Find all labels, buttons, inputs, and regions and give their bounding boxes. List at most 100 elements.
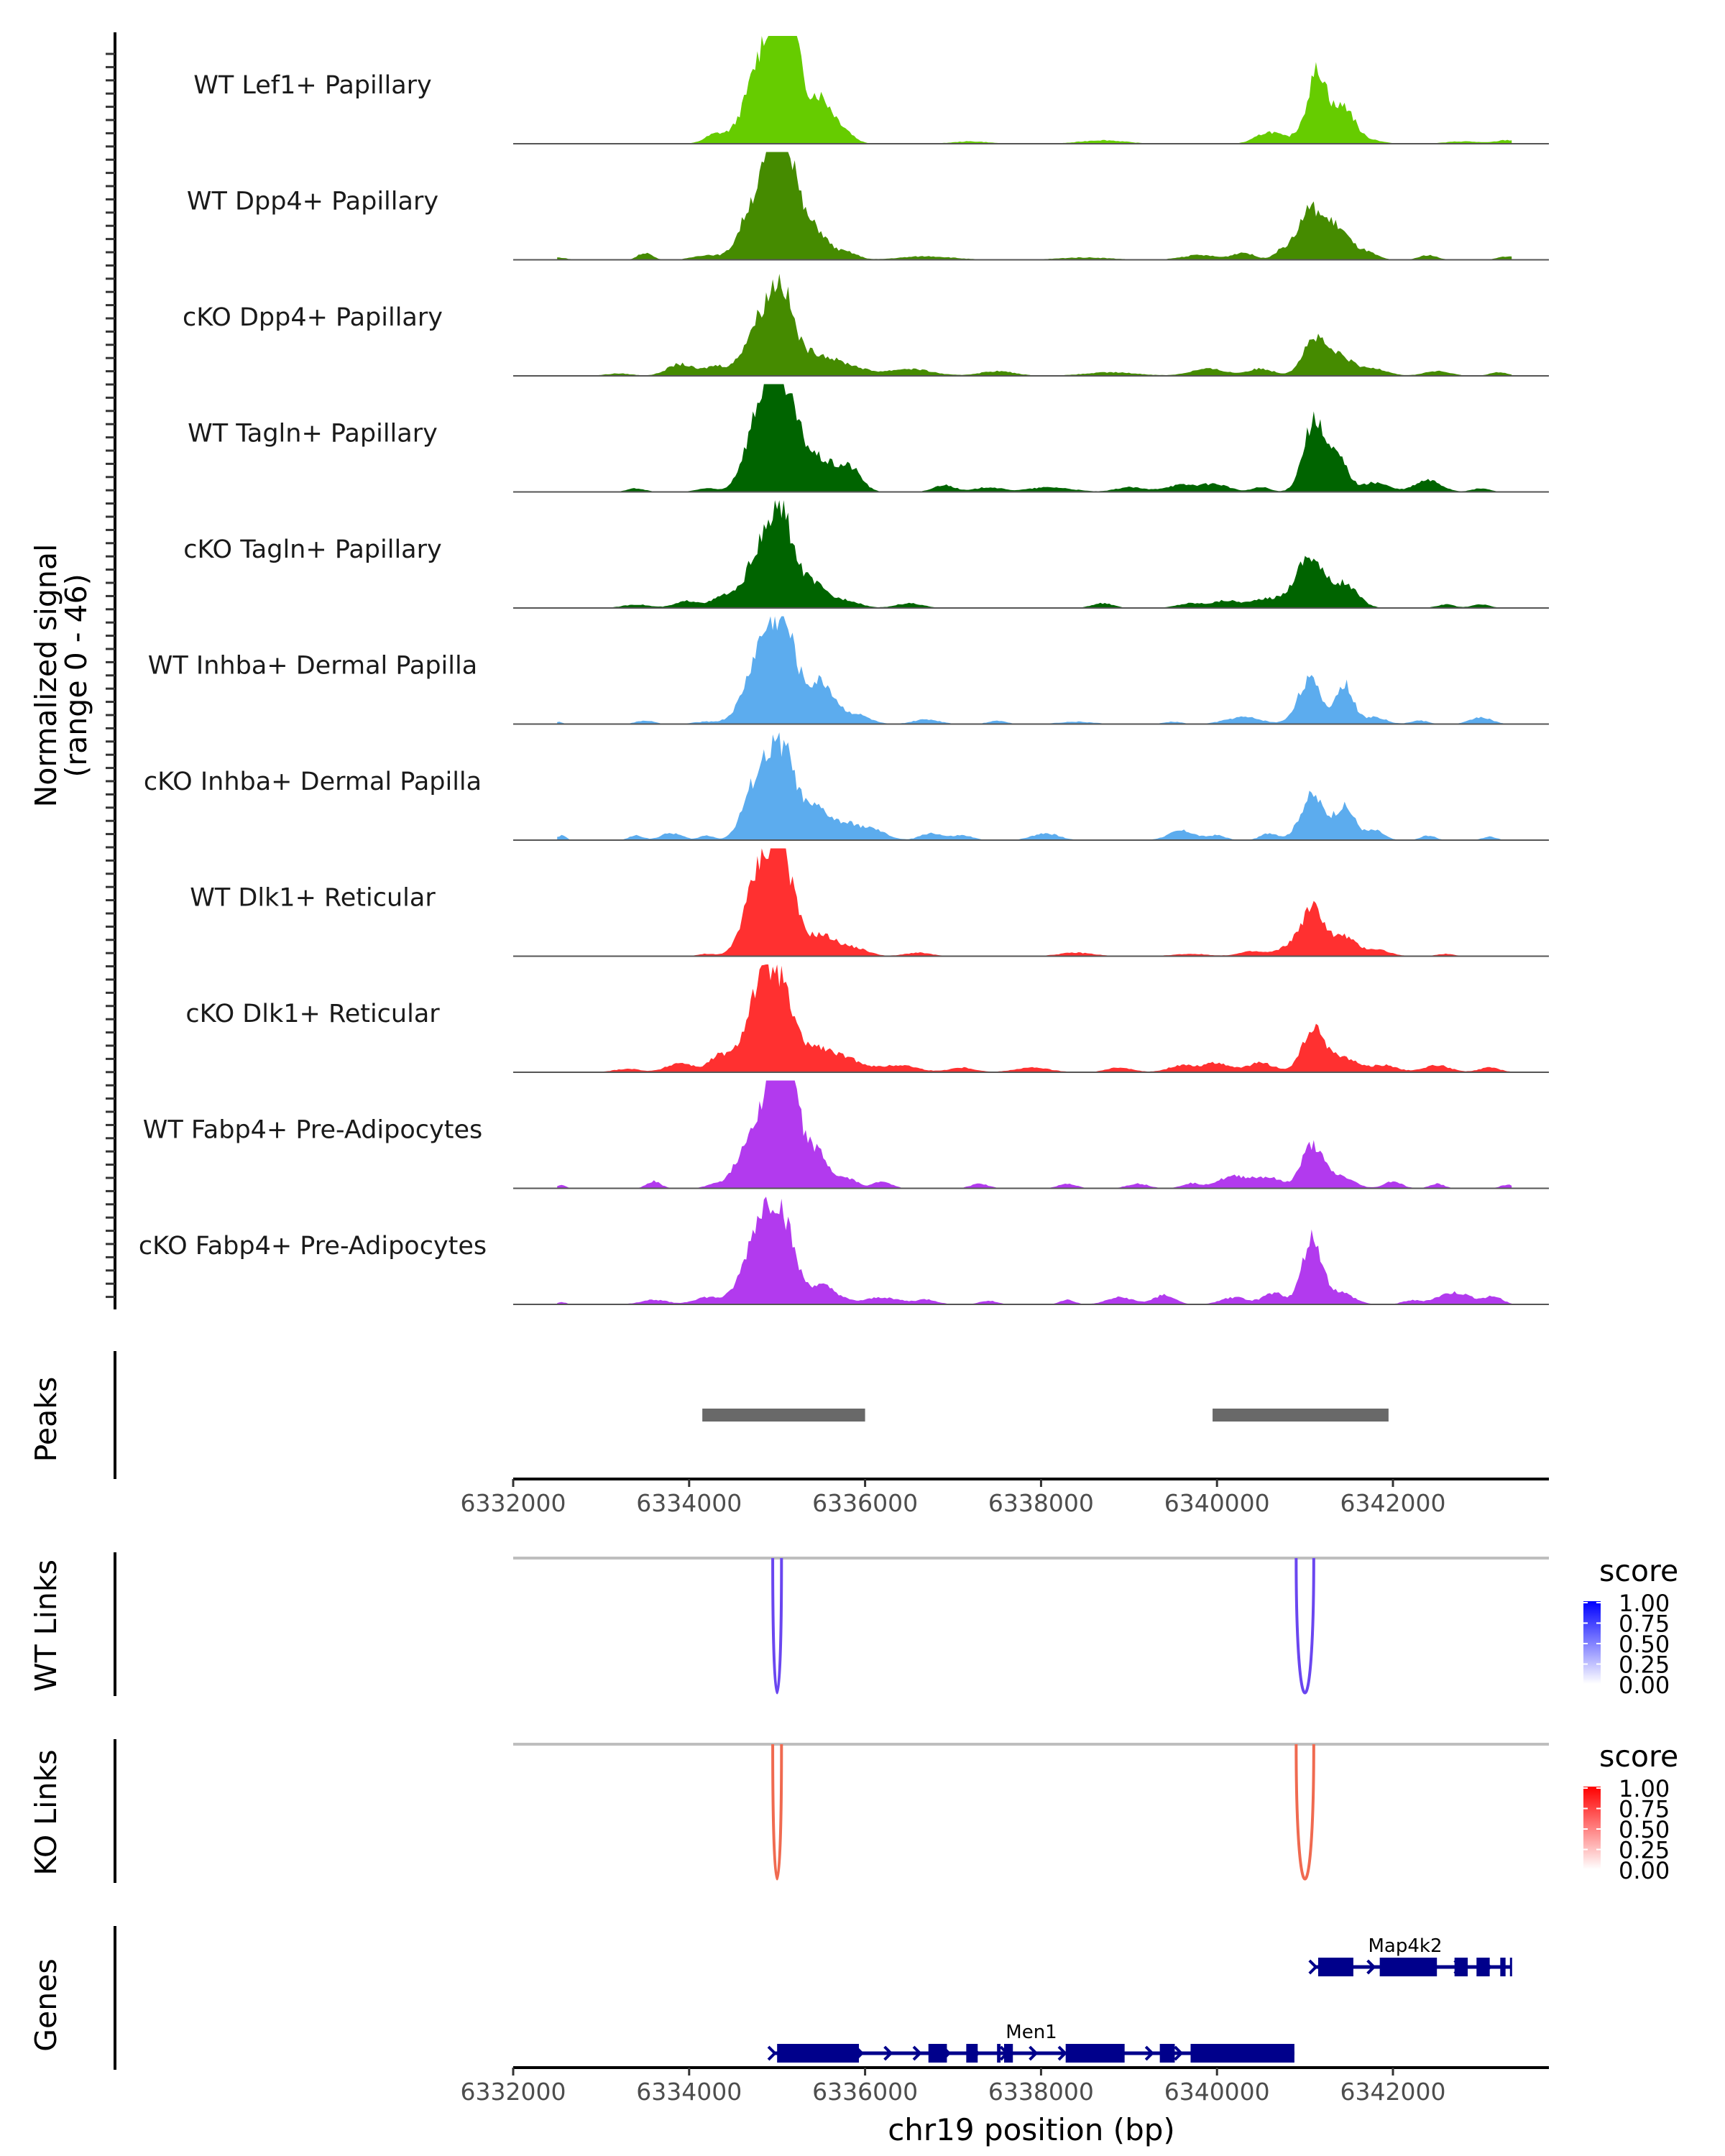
exon	[966, 2044, 978, 2063]
x-tick-label: 6336000	[812, 1489, 918, 1517]
ko-links-label: KO Links	[29, 1749, 63, 1875]
legend-tick-label: 0.25	[1619, 1837, 1670, 1864]
exon	[1509, 1958, 1512, 1976]
coverage-track: WT Lef1+ Papillary	[193, 36, 1549, 144]
exon	[1190, 2044, 1294, 2063]
link-arc	[1294, 1557, 1315, 1695]
x-axis-title: chr19 position (bp)	[888, 2112, 1175, 2147]
x-axis-top: 6332000 6334000 6336000 6338000 6340000 63420…	[461, 1478, 1549, 1517]
y-axis-ticks	[106, 52, 115, 1299]
exon	[928, 2044, 947, 2063]
track-label: cKO Dpp4+ Papillary	[183, 303, 443, 332]
coverage-track: cKO Dlk1+ Reticular	[185, 964, 1549, 1073]
x-tick-label: 6340000	[1164, 2078, 1270, 2106]
peaks-track-label: Peaks	[29, 1377, 63, 1462]
strand-arrow-icon	[1308, 1959, 1318, 1975]
strand-arrow-icon	[1144, 2045, 1155, 2061]
x-tick-label: 6334000	[636, 2078, 742, 2106]
exon	[1317, 1958, 1353, 1976]
genes-track-label: Genes	[29, 1958, 63, 2052]
coverage-track: cKO Fabp4+ Pre-Adipocytes	[139, 1197, 1549, 1305]
exon	[1379, 1958, 1438, 1976]
x-axis-bottom: 6332000 6334000 6336000 6338000 6340000 63420…	[461, 2066, 1549, 2106]
genes-track: Map4k2 Men1	[767, 1935, 1512, 2063]
signal-area	[557, 152, 1512, 260]
exon	[777, 2044, 860, 2063]
link-arc	[771, 1557, 783, 1695]
coverage-track: WT Inhba+ Dermal Papilla	[148, 616, 1549, 725]
gene-model: Map4k2	[1308, 1935, 1512, 1976]
track-label: cKO Dlk1+ Reticular	[185, 1000, 440, 1028]
peak-bar	[1213, 1409, 1389, 1422]
coverage-track: WT Fabp4+ Pre-Adipocytes	[143, 1080, 1549, 1189]
exon	[997, 2044, 1001, 2063]
coverage-track: WT Dlk1+ Reticular	[190, 848, 1549, 957]
coverage-track: cKO Dpp4+ Papillary	[183, 274, 1549, 377]
x-tick-label: 6332000	[461, 1489, 566, 1517]
coverage-track: cKO Tagln+ Papillary	[183, 500, 1549, 609]
link-arc	[771, 1743, 783, 1881]
track-label: cKO Fabp4+ Pre-Adipocytes	[139, 1232, 487, 1261]
legend-tick-label: 0.50	[1619, 1631, 1670, 1658]
gene-label: Map4k2	[1368, 1935, 1442, 1957]
links-tracks	[513, 1557, 1549, 1881]
y-axis-title-line1: Normalized signal	[29, 544, 63, 808]
exon	[1454, 1958, 1468, 1976]
exon	[1065, 2044, 1125, 2063]
exon	[1003, 2044, 1013, 2063]
colorbar	[1583, 1601, 1601, 1684]
legend-tick-label: 0.00	[1619, 1672, 1670, 1699]
track-label: WT Lef1+ Papillary	[193, 71, 432, 100]
legend-tick-label: 0.00	[1619, 1857, 1670, 1884]
signal-area	[557, 848, 1512, 957]
y-axis-title-line2: (range 0 - 46)	[59, 573, 93, 777]
legend-title: score	[1599, 1739, 1678, 1774]
signal-area	[557, 384, 1512, 492]
strand-arrow-icon	[767, 2045, 777, 2061]
signal-area	[557, 500, 1512, 608]
link-arc	[1294, 1743, 1315, 1881]
gene-label: Men1	[1006, 2022, 1057, 2043]
y-axis-title: Normalized signal (range 0 - 46)	[29, 544, 93, 808]
x-tick-label: 6342000	[1340, 2078, 1446, 2106]
strand-arrow-icon	[1057, 2045, 1067, 2061]
signal-area	[557, 1080, 1512, 1189]
track-label: WT Dlk1+ Reticular	[190, 884, 436, 913]
track-label: WT Inhba+ Dermal Papilla	[148, 652, 477, 681]
legend-title: score	[1599, 1554, 1678, 1588]
x-tick-label: 6336000	[812, 2078, 918, 2106]
signal-area	[557, 1197, 1512, 1304]
coverage-track: WT Dpp4+ Papillary	[187, 152, 1549, 261]
gene-model: Men1	[767, 2022, 1294, 2063]
track-label: WT Fabp4+ Pre-Adipocytes	[143, 1116, 482, 1145]
wt-links-label: WT Links	[29, 1560, 63, 1692]
track-label: WT Tagln+ Papillary	[188, 420, 438, 448]
strand-arrow-icon	[1029, 2045, 1039, 2061]
signal-area	[557, 36, 1512, 144]
exon	[1500, 1958, 1506, 1976]
x-tick-label: 6334000	[636, 1489, 742, 1517]
x-tick-label: 6338000	[988, 1489, 1094, 1517]
signal-area	[557, 616, 1512, 724]
legend-tick-label: 0.75	[1619, 1611, 1670, 1638]
strand-arrow-icon	[1366, 1959, 1376, 1975]
strand-arrow-icon	[912, 2045, 922, 2061]
legend-tick-label: 0.50	[1619, 1816, 1670, 1843]
legend-tick-label: 1.00	[1619, 1775, 1670, 1802]
score-legends: score1.000.750.500.250.00score1.000.750.…	[1583, 1554, 1678, 1884]
signal-area	[557, 274, 1512, 376]
strand-arrow-icon	[1174, 2045, 1184, 2061]
colorbar	[1583, 1787, 1601, 1869]
legend-tick-label: 1.00	[1619, 1590, 1670, 1617]
strand-arrow-icon	[883, 2045, 893, 2061]
peak-bar	[702, 1409, 865, 1422]
x-tick-label: 6338000	[988, 2078, 1094, 2106]
x-tick-label: 6340000	[1164, 1489, 1270, 1517]
exon	[1159, 2044, 1175, 2063]
peaks-track	[702, 1409, 1389, 1422]
legend-tick-label: 0.25	[1619, 1651, 1670, 1679]
track-label: cKO Tagln+ Papillary	[183, 535, 442, 564]
coverage-tracks: WT Lef1+ Papillary WT Dpp4+ Papillary cKO …	[139, 36, 1549, 1305]
track-label: WT Dpp4+ Papillary	[187, 188, 438, 216]
